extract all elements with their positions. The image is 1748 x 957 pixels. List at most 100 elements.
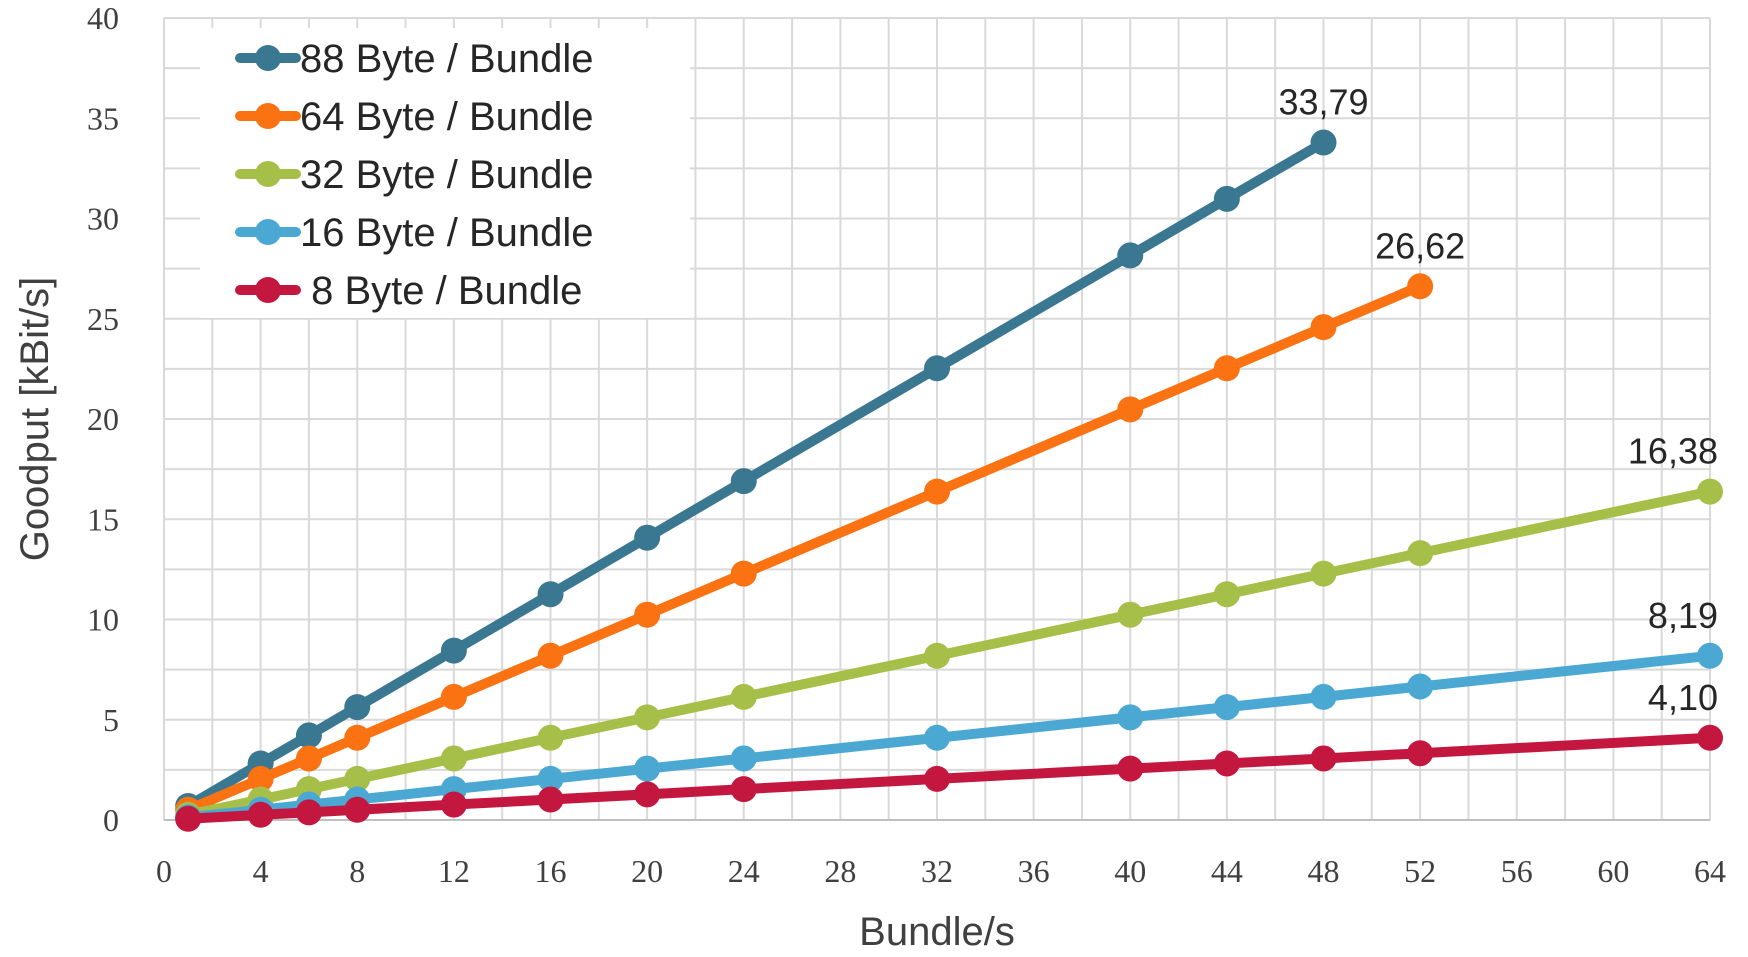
legend-item: 88 Byte / Bundle xyxy=(235,37,594,81)
legend-label: 8 Byte / Bundle xyxy=(300,269,582,313)
data-point xyxy=(730,745,757,772)
data-point xyxy=(1213,185,1240,212)
x-tick-label: 44 xyxy=(1211,853,1243,889)
y-tick-label: 30 xyxy=(87,201,119,237)
data-point xyxy=(634,704,661,731)
data-label: 4,10 xyxy=(1648,677,1718,718)
legend-label: 64 Byte / Bundle xyxy=(300,95,594,139)
x-tick-label: 48 xyxy=(1308,853,1340,889)
legend-item: 8 Byte / Bundle xyxy=(235,269,582,313)
data-point xyxy=(440,683,467,710)
legend-label: 32 Byte / Bundle xyxy=(300,153,594,197)
data-point xyxy=(344,765,371,792)
data-point xyxy=(924,642,950,669)
x-tick-label: 52 xyxy=(1404,853,1436,889)
data-point xyxy=(1407,673,1434,700)
data-label: 33,79 xyxy=(1278,82,1368,123)
data-point xyxy=(924,355,950,382)
legend-label: 88 Byte / Bundle xyxy=(300,37,594,81)
y-tick-label: 40 xyxy=(87,0,119,36)
data-point xyxy=(1697,478,1723,505)
data-label: 8,19 xyxy=(1648,595,1718,636)
x-tick-label: 0 xyxy=(156,853,172,889)
x-tick-label: 12 xyxy=(438,853,470,889)
data-point xyxy=(537,765,564,792)
data-point xyxy=(295,722,322,749)
y-tick-label: 10 xyxy=(87,602,119,638)
x-axis-title: Bundle/s xyxy=(859,910,1015,954)
legend-marker xyxy=(255,45,281,71)
data-point xyxy=(537,642,564,669)
x-tick-label: 32 xyxy=(921,853,953,889)
data-point xyxy=(247,765,274,792)
data-point xyxy=(537,724,564,751)
x-tick-label: 64 xyxy=(1694,853,1726,889)
data-point xyxy=(344,796,371,823)
data-point xyxy=(634,601,661,628)
axes: 0 4 8 12 16 20 24 28 32 36 40 44 48 52 56 60 64051015202… xyxy=(87,0,1726,889)
x-tick-label: 24 xyxy=(728,853,760,889)
y-tick-label: 0 xyxy=(103,802,119,838)
data-point xyxy=(730,468,757,495)
x-tick-label: 20 xyxy=(631,853,663,889)
series-2 xyxy=(175,478,1723,828)
x-tick-label: 60 xyxy=(1597,853,1629,889)
x-tick-label: 36 xyxy=(1018,853,1050,889)
data-point xyxy=(1213,355,1240,382)
data-point xyxy=(344,724,371,751)
data-point xyxy=(634,524,661,551)
data-point xyxy=(1697,642,1723,669)
series-lines xyxy=(175,129,1723,832)
data-point xyxy=(730,776,757,803)
data-point xyxy=(1407,273,1434,300)
legend: 88 Byte / Bundle 64 Byte / Bundle 32 Byte … xyxy=(235,37,594,313)
data-point xyxy=(1407,740,1434,767)
data-point xyxy=(1213,694,1240,721)
x-tick-label: 4 xyxy=(253,853,269,889)
data-label: 26,62 xyxy=(1375,225,1465,266)
series-1 xyxy=(175,273,1434,823)
data-point xyxy=(634,755,661,782)
data-labels: 33,79 26,62 16,38 8,19 4,10 xyxy=(1278,82,1718,718)
data-point xyxy=(1117,242,1144,269)
data-point xyxy=(924,765,950,792)
data-point xyxy=(730,683,757,710)
data-point xyxy=(1117,601,1144,628)
y-tick-label: 15 xyxy=(87,501,119,537)
legend-item: 64 Byte / Bundle xyxy=(235,95,594,139)
data-point xyxy=(344,694,371,721)
legend-label: 16 Byte / Bundle xyxy=(300,211,594,255)
x-tick-label: 8 xyxy=(349,853,365,889)
data-point xyxy=(537,581,564,608)
data-point xyxy=(1407,540,1434,567)
y-tick-label: 20 xyxy=(87,401,119,437)
data-point xyxy=(440,791,467,818)
legend-marker xyxy=(255,103,281,129)
legend-marker xyxy=(255,219,281,245)
data-point xyxy=(1310,683,1337,710)
data-point xyxy=(1310,314,1337,341)
legend-item: 32 Byte / Bundle xyxy=(235,153,594,197)
x-tick-label: 16 xyxy=(535,853,567,889)
legend-item: 16 Byte / Bundle xyxy=(235,211,594,255)
data-point xyxy=(295,799,322,826)
data-point xyxy=(537,786,564,813)
data-point xyxy=(924,724,950,751)
data-point xyxy=(440,637,467,664)
data-point xyxy=(1310,560,1337,587)
x-tick-label: 40 xyxy=(1114,853,1146,889)
data-point xyxy=(1213,581,1240,608)
data-point xyxy=(175,805,202,832)
data-point xyxy=(1697,724,1723,751)
data-point xyxy=(1117,704,1144,731)
y-tick-label: 5 xyxy=(103,702,119,738)
data-point xyxy=(440,745,467,772)
x-tick-label: 28 xyxy=(824,853,856,889)
y-tick-label: 25 xyxy=(87,301,119,337)
data-point xyxy=(1117,755,1144,782)
data-point xyxy=(247,801,274,828)
data-point xyxy=(295,745,322,772)
data-point xyxy=(1310,129,1337,156)
